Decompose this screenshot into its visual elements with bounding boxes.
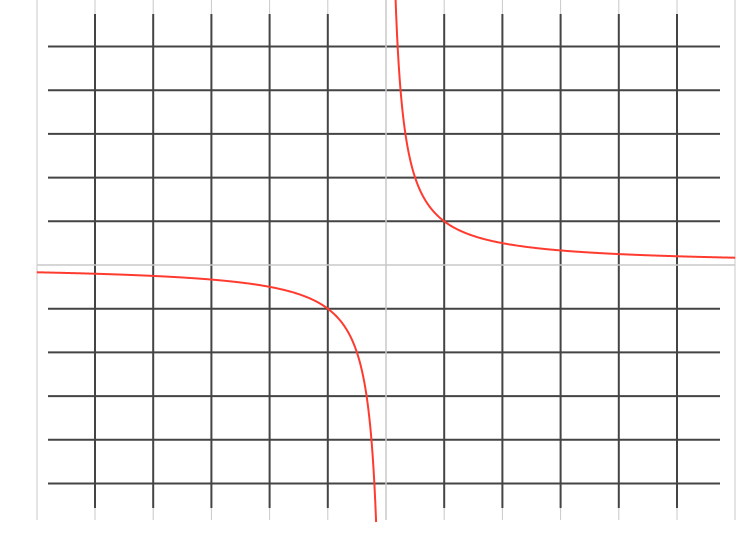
series-branch-left xyxy=(36,271,378,523)
series-branch-right xyxy=(394,0,736,259)
